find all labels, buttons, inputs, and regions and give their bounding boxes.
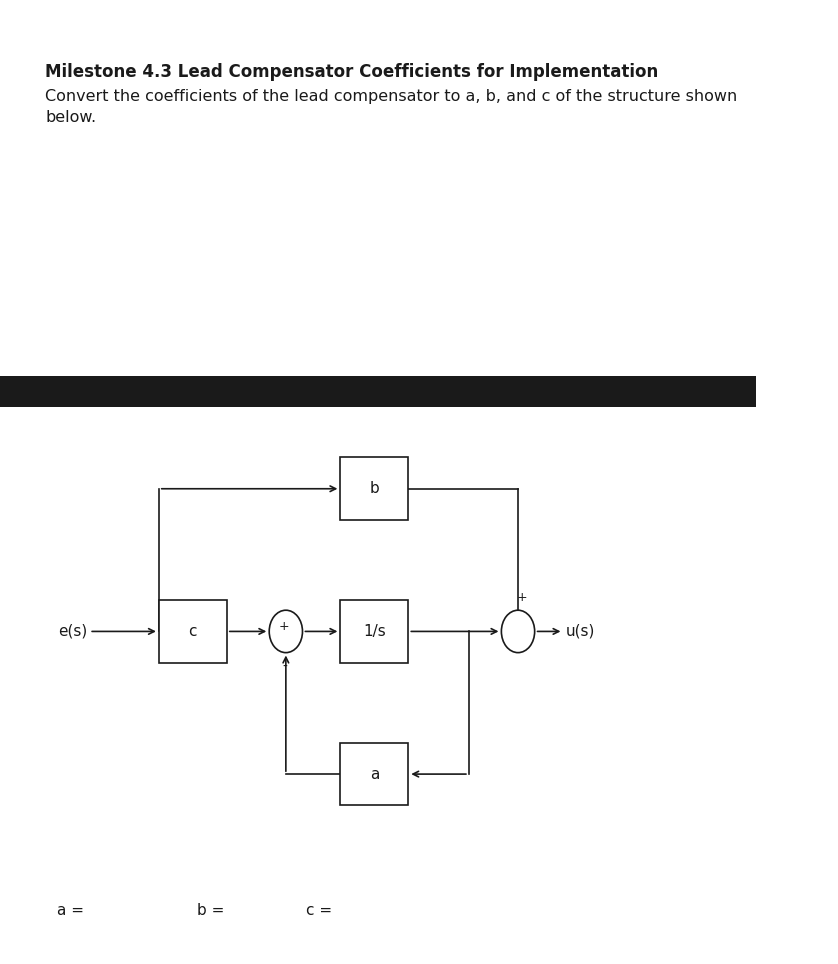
Text: b: b [370, 481, 380, 496]
FancyBboxPatch shape [0, 376, 756, 407]
Text: +: + [279, 620, 290, 633]
Text: +: + [516, 592, 527, 604]
FancyBboxPatch shape [340, 600, 408, 663]
FancyBboxPatch shape [340, 457, 408, 521]
Text: 1/s: 1/s [363, 624, 385, 639]
Text: a =: a = [57, 903, 84, 919]
Text: u(s): u(s) [566, 624, 595, 639]
Text: b =: b = [197, 903, 224, 919]
Text: c: c [189, 624, 197, 639]
Text: e(s): e(s) [58, 624, 87, 639]
Text: Convert the coefficients of the lead compensator to a, b, and c of the structure: Convert the coefficients of the lead com… [45, 89, 737, 124]
Text: a: a [370, 766, 379, 782]
Text: -: - [282, 659, 287, 674]
Text: Milestone 4.3 Lead Compensator Coefficients for Implementation: Milestone 4.3 Lead Compensator Coefficie… [45, 63, 659, 81]
FancyBboxPatch shape [159, 600, 227, 663]
FancyBboxPatch shape [340, 742, 408, 806]
Text: c =: c = [306, 903, 333, 919]
